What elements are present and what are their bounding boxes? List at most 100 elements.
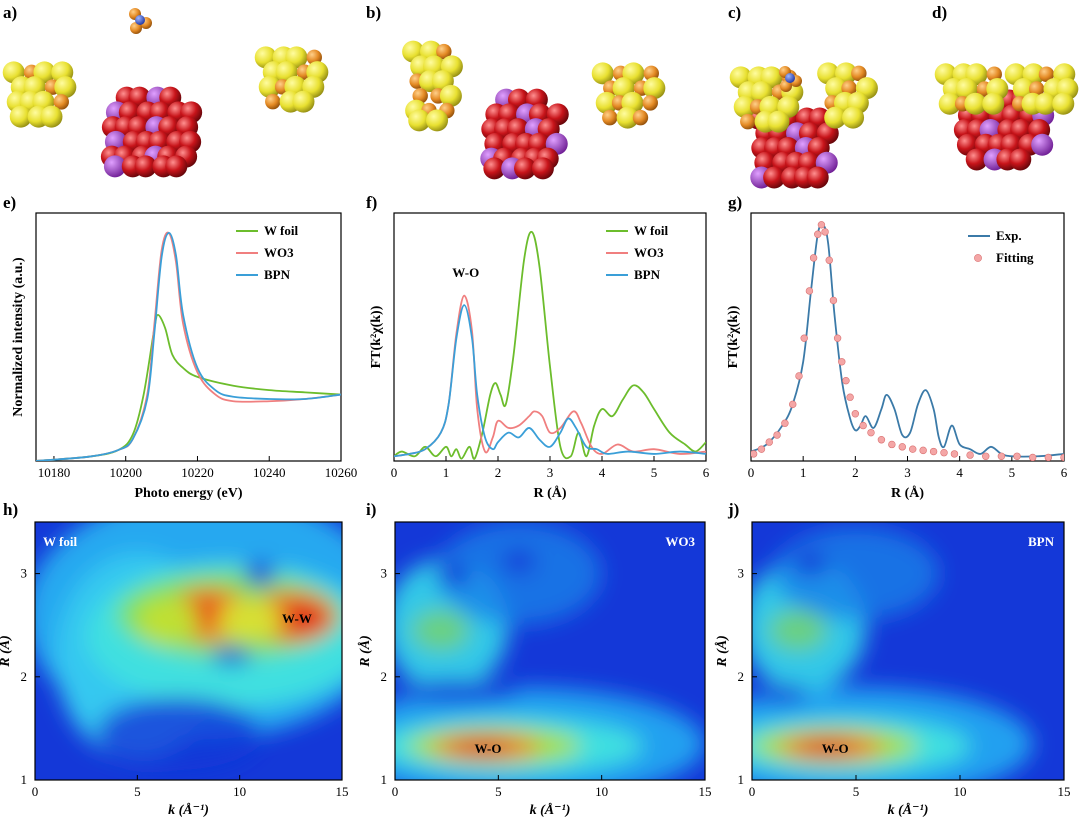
- cluster-b-center: [480, 88, 569, 180]
- fitting-point: [919, 446, 927, 455]
- y-axis-label: R (Å): [714, 635, 730, 668]
- heatmap-intensity: [752, 527, 1033, 780]
- cluster-a-left: [2, 61, 77, 128]
- atom: [103, 155, 126, 178]
- fitting-point: [867, 428, 875, 437]
- x-tick-label: 10220: [181, 465, 214, 480]
- legend-entry: Exp.: [996, 228, 1022, 243]
- atom: [258, 75, 281, 98]
- x-tick-label: 10200: [109, 465, 142, 480]
- fitting-point: [833, 334, 842, 342]
- atom: [842, 106, 865, 129]
- peak-annotation: W-O: [452, 265, 479, 280]
- heatmap-intensity: [395, 522, 705, 780]
- fitting-point: [814, 230, 822, 238]
- fitting-point: [821, 228, 829, 236]
- fitting-point: [817, 221, 826, 229]
- x-tick-label: 3: [547, 465, 554, 480]
- panel-label-g: g): [728, 193, 742, 212]
- atom: [40, 105, 63, 128]
- fitting-point: [997, 452, 1006, 460]
- fitting-point: [859, 421, 867, 430]
- atom: [964, 92, 987, 115]
- x-tick-label: 2: [852, 465, 859, 480]
- panel-label-a: a): [3, 3, 17, 22]
- fitting-point: [966, 451, 974, 459]
- atom: [733, 95, 756, 118]
- heatmap-title: BPN: [1028, 534, 1055, 549]
- atom: [1038, 66, 1055, 82]
- atom: [938, 92, 961, 115]
- heatmap-field: [35, 522, 342, 780]
- intensity-blob: [758, 685, 809, 702]
- atom: [632, 109, 649, 126]
- panel-label-f: f): [366, 193, 377, 212]
- fitting-point: [909, 445, 917, 453]
- panel-h-wavelet-heatmap: 0 5 10 15 1 2 3 k (Å⁻¹) R (Å) W foil W-W: [0, 521, 349, 818]
- fitting-point: [805, 287, 814, 295]
- x-tick-label: 5: [495, 784, 502, 799]
- peak-annotation: W-O: [822, 741, 849, 756]
- atom: [483, 157, 506, 180]
- heatmap-title: W foil: [43, 534, 77, 549]
- fitting-point: [1029, 453, 1037, 461]
- peak-annotation: W-O: [475, 741, 502, 756]
- panel-i-wavelet-heatmap: 0 5 10 15 1 2 3 k (Å⁻¹) R (Å) WO3 W-O: [357, 521, 712, 818]
- series-line-exp-: [751, 223, 1064, 458]
- atom: [591, 62, 614, 85]
- y-tick-label: 3: [21, 566, 28, 581]
- fitting-point: [851, 410, 860, 418]
- fitting-point: [751, 450, 758, 458]
- atom: [824, 106, 847, 129]
- x-tick-label: 0: [749, 784, 756, 799]
- x-tick-label: 5: [1009, 465, 1016, 480]
- y-tick-label: 3: [381, 566, 388, 581]
- x-tick-label: 2: [495, 465, 502, 480]
- y-axis-label: FT(k²χ(k)): [726, 305, 741, 368]
- x-tick-label: 10: [233, 784, 246, 799]
- panel-label-b: b): [366, 3, 381, 22]
- x-axis-label: Photo energy (eV): [134, 486, 242, 501]
- heatmap-field: [752, 522, 1064, 780]
- x-tick-label: 4: [599, 465, 606, 480]
- series-line-w-foil: [36, 313, 341, 461]
- intensity-blob: [96, 697, 261, 770]
- atom: [531, 157, 554, 180]
- panel-e-xanes-chart: 10180 10200 10220 10240 10260 Photo energy (e…: [11, 212, 357, 501]
- y-tick-label: 2: [381, 669, 388, 684]
- fitting-point: [982, 452, 990, 460]
- y-axis-label: R (Å): [0, 635, 13, 668]
- panel-label-d: d): [932, 3, 947, 22]
- x-tick-label: 10: [595, 784, 608, 799]
- x-axis-label: R (Å): [533, 485, 566, 501]
- atom: [1034, 92, 1057, 115]
- intensity-blob: [276, 605, 326, 631]
- x-tick-label: 10240: [253, 465, 286, 480]
- fitting-point: [1060, 453, 1064, 461]
- fitting-point: [846, 393, 854, 401]
- y-axis-label: R (Å): [357, 635, 373, 668]
- cluster-a-right: [254, 46, 329, 113]
- fitting-point: [940, 449, 948, 457]
- y-tick-label: 1: [381, 772, 388, 787]
- intensity-blob: [797, 738, 856, 756]
- heatmap-field: [395, 522, 705, 780]
- panel-label-c: c): [728, 3, 741, 22]
- panel-label-j: j): [727, 500, 739, 519]
- fitting-point: [773, 431, 781, 439]
- intensity-blob: [395, 680, 519, 702]
- fitting-point: [757, 445, 766, 453]
- legend-entry: BPN: [634, 267, 661, 282]
- fitting-point: [1013, 452, 1021, 460]
- x-tick-label: 6: [703, 465, 710, 480]
- x-tick-label: 0: [391, 465, 398, 480]
- cluster-d-right: [1004, 63, 1079, 115]
- atom: [426, 109, 449, 132]
- atom: [643, 77, 666, 100]
- panel-g-fitting-chart: 0 1 2 3 4 5 6 R (Å) FT(k²χ(k)) Exp. Fitting: [726, 212, 1068, 501]
- intensity-blob: [211, 647, 252, 665]
- atom: [408, 109, 431, 132]
- atom: [767, 110, 790, 133]
- y-axis-label: FT(k²χ(k)): [369, 305, 384, 368]
- fitting-point: [765, 438, 773, 446]
